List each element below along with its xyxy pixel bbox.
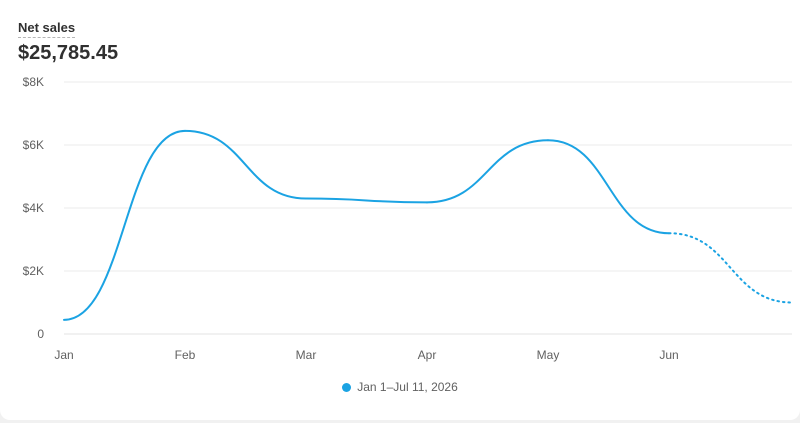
series-line[interactable]	[63, 129, 186, 321]
data-point[interactable]	[789, 300, 795, 306]
x-tick-label: Jun	[659, 348, 678, 362]
x-tick-label: May	[537, 348, 560, 362]
y-axis: 0 $2K $4K $6K $8K	[23, 75, 45, 341]
data-point[interactable]	[545, 137, 551, 143]
metric-label[interactable]: Net sales	[18, 20, 76, 38]
x-tick-label: Jan	[54, 348, 73, 362]
x-tick-label: Apr	[418, 348, 437, 362]
legend-swatch	[342, 383, 352, 392]
data-point[interactable]	[424, 199, 430, 205]
x-axis: Jan Feb Mar Apr May Jun	[54, 348, 678, 362]
series-line[interactable]	[547, 139, 670, 235]
y-tick-label: $8K	[23, 75, 44, 89]
data-point[interactable]	[182, 128, 188, 134]
x-tick-label: Mar	[296, 348, 317, 362]
series-line[interactable]	[426, 139, 549, 204]
data-point[interactable]	[303, 196, 309, 202]
y-tick-label: $2K	[23, 264, 44, 278]
y-tick-label: 0	[37, 327, 44, 341]
grid-lines	[64, 81, 792, 335]
y-tick-label: $4K	[23, 201, 44, 215]
y-tick-label: $6K	[23, 138, 44, 152]
series-line[interactable]	[305, 197, 428, 204]
legend-label: Jan 1–Jul 11, 2026	[357, 380, 458, 394]
x-tick-label: Feb	[175, 348, 196, 362]
metric-value: $25,785.45	[18, 42, 119, 64]
legend[interactable]: Jan 1–Jul 11, 2026	[0, 380, 800, 394]
data-point[interactable]	[61, 317, 67, 323]
series-layer	[61, 128, 795, 323]
series-line[interactable]	[184, 129, 307, 200]
data-point[interactable]	[666, 230, 672, 236]
series-line-projected[interactable]	[668, 232, 793, 304]
line-chart: 0 $2K $4K $6K $8K Jan Feb Mar Apr May Jun	[23, 75, 795, 362]
